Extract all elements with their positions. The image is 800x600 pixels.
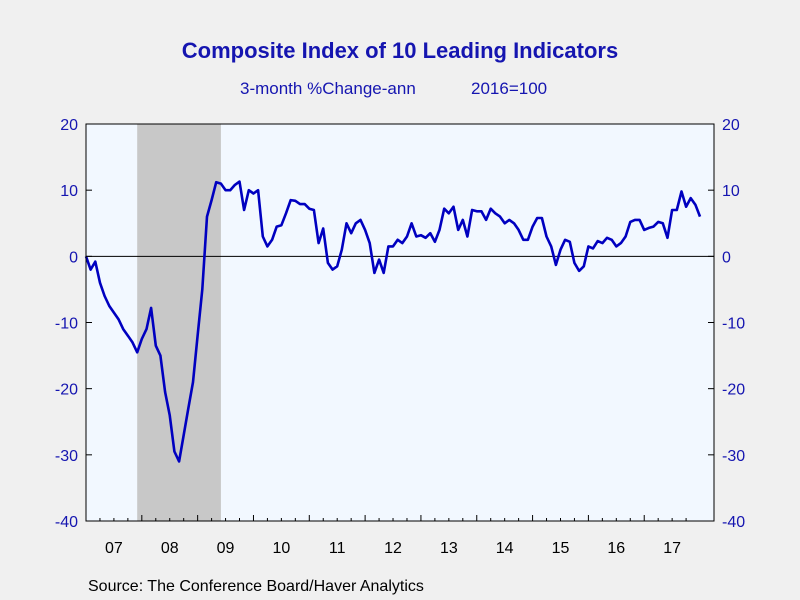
- chart-title: Composite Index of 10 Leading Indicators: [181, 38, 619, 63]
- y-tick-label-right: -20: [722, 382, 745, 399]
- y-tick-label-right: -30: [722, 448, 745, 465]
- source-note: Source: The Conference Board/Haver Analy…: [88, 578, 424, 595]
- y-tick-label-left: -40: [55, 514, 78, 531]
- x-tick-label: 09: [217, 540, 235, 557]
- x-tick-label: 14: [496, 540, 514, 557]
- x-tick-label: 07: [105, 540, 123, 557]
- series-line-0: [84, 180, 702, 463]
- y-tick-label-right: -10: [722, 316, 745, 333]
- x-tick-label: 12: [384, 540, 402, 557]
- y-tick-label-right: -40: [722, 514, 745, 531]
- x-tick-label: 11: [329, 540, 346, 557]
- x-tick-label: 17: [663, 540, 681, 557]
- chart-subtitle-left: 3-month %Change-ann: [240, 79, 416, 98]
- axis-layer: 20 20 10 10 0 0 -10 -10 -20 -20 -30 -30 -40 -40 07 08 09…: [55, 117, 745, 557]
- y-tick-label-left: 0: [69, 249, 78, 266]
- x-tick-label: 10: [272, 540, 290, 557]
- y-tick-label-left: 20: [60, 117, 78, 134]
- x-tick-label: 13: [440, 540, 458, 557]
- y-tick-label-left: -30: [55, 448, 78, 465]
- y-tick-label-right: 0: [722, 249, 731, 266]
- y-tick-label-right: 10: [722, 183, 740, 200]
- x-tick-label: 08: [161, 540, 179, 557]
- x-tick-label: 16: [607, 540, 625, 557]
- y-tick-label-right: 20: [722, 117, 740, 134]
- y-tick-label-left: 10: [60, 183, 78, 200]
- x-tick-label: 15: [552, 540, 570, 557]
- y-tick-label-left: -10: [55, 316, 78, 333]
- series-layer: [84, 180, 702, 463]
- chart-subtitle-right: 2016=100: [471, 79, 548, 98]
- y-tick-label-left: -20: [55, 382, 78, 399]
